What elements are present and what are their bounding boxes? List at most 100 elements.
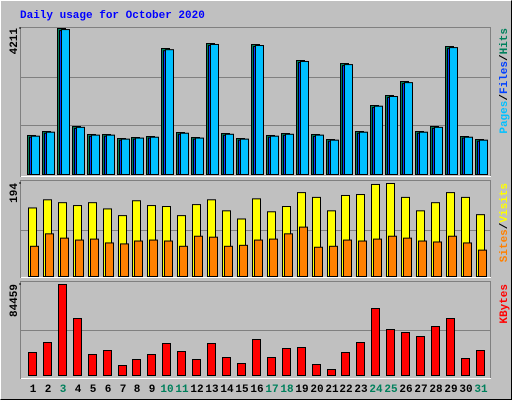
x-tick-label: 16 xyxy=(250,384,263,396)
bar xyxy=(252,339,261,377)
bar xyxy=(192,359,201,376)
bar xyxy=(448,235,457,278)
bar xyxy=(389,95,398,175)
bar xyxy=(478,249,487,277)
bar xyxy=(31,135,40,175)
bar xyxy=(132,359,141,376)
bar xyxy=(134,240,143,277)
x-tick-label: 4 xyxy=(75,384,82,396)
bar xyxy=(403,237,412,278)
bar xyxy=(164,240,173,277)
x-tick-label: 19 xyxy=(295,384,308,396)
bar xyxy=(210,43,219,175)
x-tick-label: 3 xyxy=(60,384,67,396)
legend: KBytes xyxy=(499,284,511,324)
bar xyxy=(106,134,115,175)
legend-entry: Files xyxy=(499,61,511,94)
bar xyxy=(461,358,470,377)
x-tick-label: 2 xyxy=(45,384,52,396)
x-tick-label: 26 xyxy=(399,384,412,396)
bar xyxy=(431,326,440,376)
x-tick-label: 29 xyxy=(444,384,457,396)
bar xyxy=(207,343,216,377)
bar xyxy=(282,348,291,376)
x-tick-label: 10 xyxy=(160,384,173,396)
bar xyxy=(330,139,339,175)
bar xyxy=(479,139,488,175)
bar xyxy=(135,137,144,176)
bar xyxy=(195,137,204,176)
bar xyxy=(43,342,52,377)
y-tick-label: 194 xyxy=(9,183,21,203)
bar xyxy=(358,240,367,277)
legend-entry: Visits xyxy=(499,183,511,223)
bar xyxy=(373,238,382,277)
x-tick-label: 28 xyxy=(429,384,443,396)
bar xyxy=(314,246,323,278)
x-tick-label: 27 xyxy=(414,384,427,396)
bar xyxy=(329,245,338,277)
bar xyxy=(28,352,37,376)
bar xyxy=(58,284,67,376)
bar xyxy=(388,235,397,278)
y-tick-label: 4211 xyxy=(9,28,21,55)
bar xyxy=(297,347,306,376)
bar xyxy=(118,365,127,377)
bar xyxy=(180,132,189,176)
bar xyxy=(209,236,218,277)
bar xyxy=(103,350,112,377)
x-tick-label: 12 xyxy=(190,384,203,396)
bar xyxy=(327,369,336,377)
bar xyxy=(150,136,159,175)
bar xyxy=(75,239,84,278)
bar xyxy=(299,226,308,278)
bar xyxy=(225,133,234,175)
bar xyxy=(267,357,276,377)
bar xyxy=(121,138,130,176)
bar xyxy=(73,318,82,376)
bar xyxy=(177,351,186,376)
bar xyxy=(433,241,442,278)
bar xyxy=(105,242,114,277)
bar xyxy=(88,354,97,377)
x-tick-label: 1 xyxy=(30,384,37,396)
bar xyxy=(76,126,85,175)
x-tick-label: 11 xyxy=(175,384,189,396)
bar xyxy=(30,245,39,277)
x-tick-label: 13 xyxy=(205,384,219,396)
bar xyxy=(237,363,246,376)
x-tick-label: 20 xyxy=(310,384,323,396)
bar xyxy=(419,131,428,176)
bar xyxy=(60,237,69,278)
bar xyxy=(359,131,368,176)
bar xyxy=(45,233,54,277)
bar xyxy=(341,352,350,376)
x-tick-label: 14 xyxy=(220,384,234,396)
bar xyxy=(374,105,383,175)
bar xyxy=(476,350,485,377)
bar xyxy=(386,329,395,376)
bar xyxy=(300,60,309,175)
bar xyxy=(255,45,264,175)
legend-separator: / xyxy=(499,222,511,229)
chart-title: Daily usage for October 2020 xyxy=(20,10,205,22)
bar xyxy=(315,134,324,175)
bar xyxy=(434,126,443,175)
legend-entry: Hits xyxy=(499,28,511,54)
legend-entry: Pages xyxy=(499,101,511,134)
bar xyxy=(269,238,278,277)
bar xyxy=(418,240,427,277)
bar xyxy=(254,239,263,278)
x-tick-label: 30 xyxy=(459,384,472,396)
legend: Pages/Files/Hits xyxy=(499,28,511,134)
x-tick-label: 6 xyxy=(105,384,112,396)
x-tick-label: 17 xyxy=(265,384,278,396)
x-tick-label: 5 xyxy=(90,384,97,396)
bar xyxy=(120,243,129,278)
legend-entry: KBytes xyxy=(499,284,511,324)
x-tick-label: 9 xyxy=(149,384,156,396)
bar xyxy=(371,308,380,376)
bar xyxy=(239,244,248,278)
bar xyxy=(222,357,231,377)
